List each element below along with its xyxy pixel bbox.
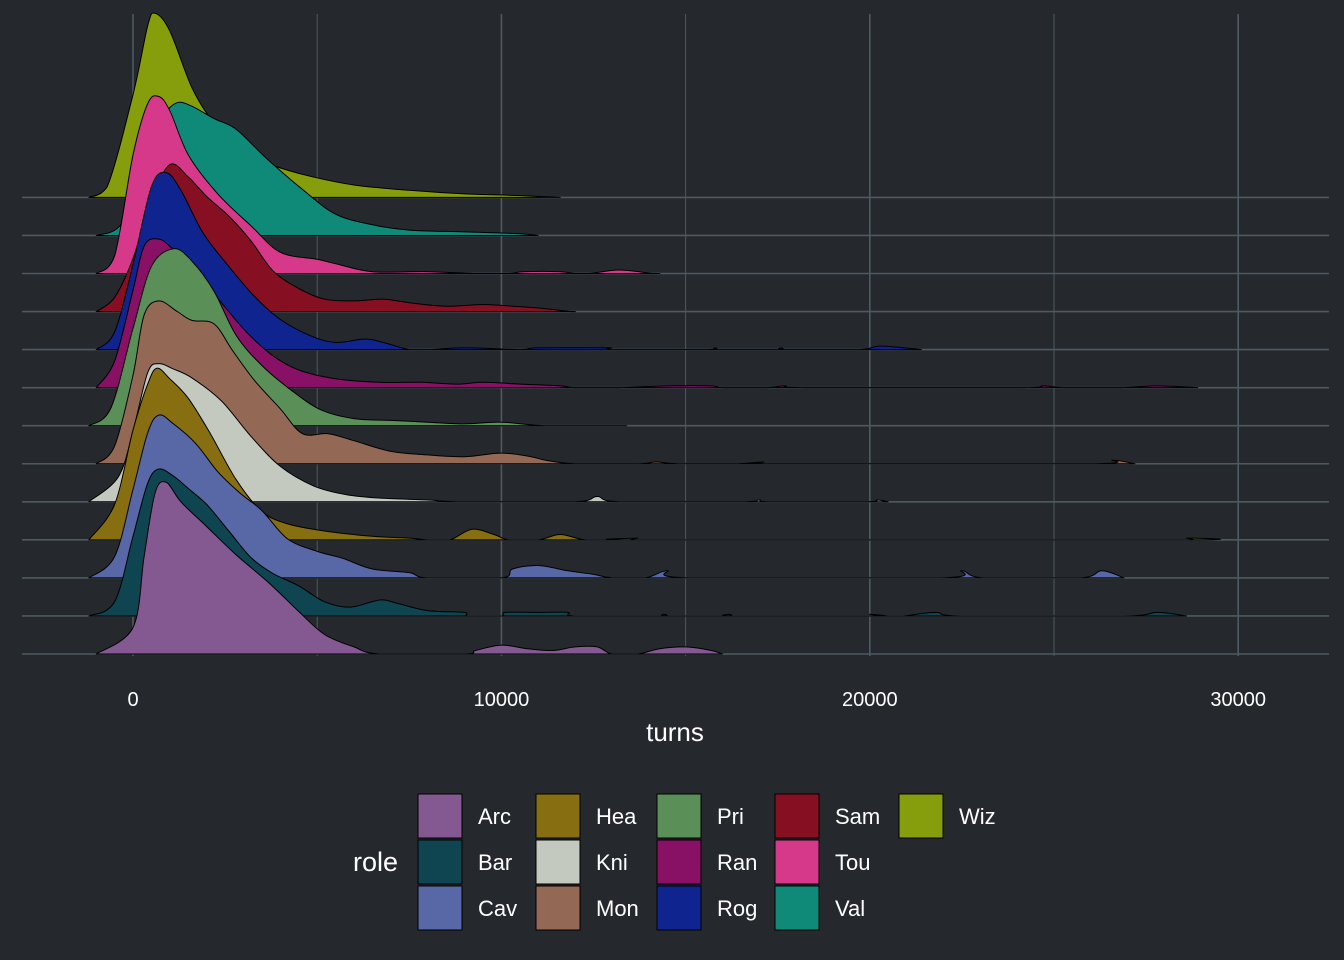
legend-key-kni <box>535 839 581 885</box>
legend-key-mon <box>535 885 581 931</box>
density-ridges <box>88 12 1222 655</box>
legend-title: role <box>353 847 398 877</box>
legend-label: Bar <box>478 850 512 875</box>
legend-key-tou <box>774 839 820 885</box>
x-tick-label: 0 <box>127 689 138 711</box>
legend: role Arc Bar Cav Hea Kni Mon Pri Ran Rog Sam Tou Va… <box>353 793 996 931</box>
legend-label: Wiz <box>959 804 996 829</box>
legend-key-wiz <box>898 793 944 839</box>
legend-label: Ran <box>717 850 757 875</box>
legend-key-sam <box>774 793 820 839</box>
legend-label: Arc <box>478 804 511 829</box>
x-tick-label: 30000 <box>1210 689 1266 711</box>
legend-label: Hea <box>596 804 637 829</box>
ridge-arc <box>95 481 723 655</box>
legend-label: Sam <box>835 804 880 829</box>
x-axis-label: turns <box>646 717 704 747</box>
legend-label: Mon <box>596 896 639 921</box>
legend-key-pri <box>656 793 702 839</box>
x-tick-label: 20000 <box>842 689 898 711</box>
x-tick-label: 10000 <box>474 689 530 711</box>
legend-key-cav <box>417 885 463 931</box>
legend-label: Kni <box>596 850 628 875</box>
legend-label: Pri <box>717 804 744 829</box>
legend-key-val <box>774 885 820 931</box>
legend-key-hea <box>535 793 581 839</box>
legend-label: Tou <box>835 850 870 875</box>
legend-key-arc <box>417 793 463 839</box>
legend-label: Cav <box>478 896 517 921</box>
legend-label: Val <box>835 896 865 921</box>
legend-key-rog <box>656 885 702 931</box>
legend-label: Rog <box>717 896 757 921</box>
x-axis-ticks: 0 10000 20000 30000 <box>127 689 1266 711</box>
legend-key-ran <box>656 839 702 885</box>
legend-key-bar <box>417 839 463 885</box>
